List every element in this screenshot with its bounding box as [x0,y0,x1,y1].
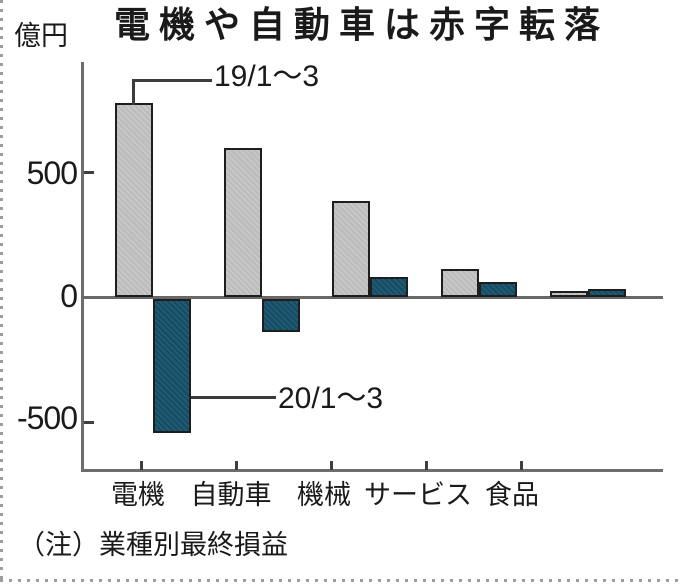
y-tick-500 [84,171,94,174]
y-tick-label-minus500: -500 [16,400,78,436]
y-tick-label-0: 0 [60,278,78,314]
series-2019-callout-line [132,79,212,82]
y-axis-unit-label: 億円 [14,21,68,51]
y-tick-label-500: 500 [26,155,78,191]
x-tick-cat2 [330,461,333,470]
bar-s2019-cat2 [332,201,370,297]
series-2020-label: 20/1～3 [278,382,384,415]
bar-s2020-cat4 [588,289,626,297]
category-label-2: 機械 [297,480,351,510]
series-2019-callout-line-vertical [132,79,135,105]
y-tick-minus500 [84,421,94,424]
category-label-0: 電機 [111,480,165,510]
category-label-3: サービス [364,480,472,510]
left-dotted-border [0,0,3,585]
bar-s2019-cat1 [224,148,262,297]
x-tick-cat1 [235,461,238,470]
series-2020-callout-line [191,396,276,399]
chart-title: 電機や自動車は赤字転落 [114,4,610,45]
bar-s2019-cat0 [115,103,153,297]
series-2019-label: 19/1～3 [214,60,320,93]
category-label-4: 食品 [485,480,539,510]
category-label-1: 自動車 [190,480,272,510]
zero-gridline [81,296,663,299]
x-axis-baseline [81,469,663,472]
bottom-dotted-border [0,579,680,582]
x-tick-cat3 [425,461,428,470]
bar-s2019-cat3 [441,269,479,297]
footnote: （注）業種別最終損益 [18,530,288,560]
x-tick-cat4 [520,461,523,470]
bar-s2020-cat1 [262,299,300,332]
bar-s2020-cat3 [479,282,517,297]
bar-s2019-cat4 [550,291,588,297]
bar-s2020-cat0 [153,299,191,433]
x-tick-cat0 [140,461,143,470]
y-axis-line [81,62,84,472]
bar-s2020-cat2 [370,277,408,297]
